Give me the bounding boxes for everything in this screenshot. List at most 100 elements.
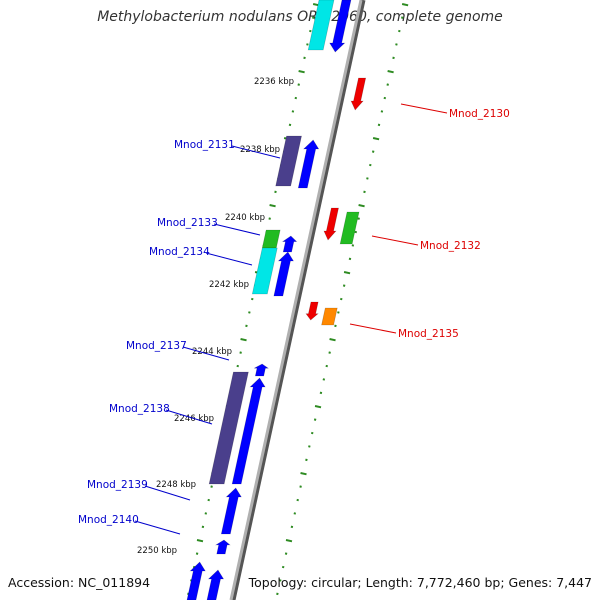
outer-tick [369, 163, 372, 167]
outer-tick [276, 592, 279, 596]
outer-tick [293, 512, 297, 515]
gene-label-mnod-2133[interactable]: Mnod_2133 [157, 217, 218, 229]
cds-feature-cyan-top [307, 0, 335, 51]
gene-features [186, 0, 367, 600]
outer-tick [329, 338, 336, 342]
cds-feature-mnod-2131-b [297, 139, 320, 189]
inner-tick [201, 525, 205, 529]
inner-tick [236, 364, 239, 368]
gene-label-mnod-2140[interactable]: Mnod_2140 [78, 514, 139, 526]
kbp-label-2236: 2236 kbp [254, 77, 294, 87]
outer-tick [371, 150, 375, 153]
topology-summary: Topology: circular; Length: 7,772,460 bp… [248, 575, 592, 590]
outer-tick [334, 324, 337, 328]
kbp-label-2240: 2240 kbp [225, 213, 265, 223]
outer-tick [296, 498, 299, 502]
gene-label-mnod-2135[interactable]: Mnod_2135 [398, 328, 459, 340]
inner-tick [309, 29, 312, 33]
outer-tick [340, 297, 343, 301]
cds-feature-mnod-2133-a [261, 229, 281, 249]
connector-mnod-2133 [213, 223, 261, 236]
outer-tick [284, 552, 288, 555]
inner-tick [207, 498, 210, 502]
connector-mnod-2140 [134, 520, 181, 535]
outer-tick [387, 70, 394, 74]
inner-tick [274, 190, 277, 194]
gene-label-mnod-2138[interactable]: Mnod_2138 [109, 403, 170, 415]
inner-tick [268, 217, 271, 220]
outer-tick [383, 96, 387, 100]
kbp-label-2244: 2244 kbp [192, 347, 232, 357]
inner-tick [269, 204, 276, 208]
outer-tick [401, 3, 409, 7]
outer-tick [372, 137, 380, 141]
outer-tick [300, 472, 307, 476]
outer-tick [392, 56, 395, 60]
connector-mnod-2130 [400, 103, 448, 114]
outer-tick [319, 391, 323, 395]
gene-label-mnod-2139[interactable]: Mnod_2139 [87, 479, 148, 491]
cds-feature-mnod-2139 [220, 487, 242, 535]
inner-tick [303, 56, 306, 60]
connector-mnod-2137 [182, 346, 230, 361]
connector-mnod-2134 [205, 252, 253, 266]
inner-tick [240, 338, 247, 342]
gene-label-mnod-2130[interactable]: Mnod_2130 [449, 108, 510, 120]
outer-tick [290, 525, 294, 529]
inner-tick [288, 123, 292, 127]
cds-feature-bottom-b [206, 569, 225, 600]
cds-feature-mnod-2132-a [323, 207, 339, 241]
outer-tick [279, 579, 282, 582]
gene-label-mnod-2137[interactable]: Mnod_2137 [126, 340, 187, 352]
outer-tick [357, 217, 360, 220]
outer-tick [325, 364, 328, 368]
outer-tick [281, 565, 285, 569]
map-title: Methylobacterium nodulans ORS 2060, comp… [97, 9, 503, 25]
inner-tick [311, 16, 315, 19]
outer-tick [322, 378, 326, 381]
cds-feature-bottom-a [186, 561, 206, 600]
connector-mnod-2132 [371, 235, 419, 246]
connector-mnod-2131 [231, 145, 281, 159]
gene-label-mnod-2131[interactable]: Mnod_2131 [174, 139, 235, 151]
cds-feature-mnod-2132-b [339, 211, 360, 245]
outer-tick [354, 230, 358, 234]
outer-tick [313, 418, 317, 421]
gene-label-mnod-2132[interactable]: Mnod_2132 [420, 240, 481, 252]
outer-tick [398, 29, 401, 33]
inner-tick [291, 110, 295, 113]
cds-feature-mnod-2135-a [305, 301, 319, 321]
connector-mnod-2138 [165, 409, 213, 425]
inner-tick [248, 311, 251, 314]
genome-backbone [229, 0, 363, 600]
outer-tick [299, 485, 302, 488]
gene-label-mnod-2134[interactable]: Mnod_2134 [149, 246, 210, 258]
outer-tick [310, 431, 314, 435]
outer-tick [308, 445, 311, 448]
outer-tick [377, 123, 381, 127]
outer-tick [305, 458, 308, 462]
kbp-label-2250: 2250 kbp [137, 546, 177, 556]
outer-tick [380, 110, 384, 113]
outer-tick [337, 311, 340, 314]
inner-tick [297, 83, 300, 86]
outer-tick [358, 204, 365, 208]
cds-feature-mnod-2138-b [231, 377, 266, 485]
cds-feature-mnod-2137 [254, 363, 270, 377]
inner-tick [245, 324, 248, 328]
outer-tick [348, 257, 352, 261]
kbp-label-2248: 2248 kbp [156, 480, 196, 490]
genome-backbone-shadow [230, 0, 366, 600]
outer-tick [351, 244, 355, 247]
inner-tick [210, 485, 213, 488]
inner-tick [195, 552, 199, 555]
cds-feature-mnod-2133-b [281, 235, 298, 253]
outer-tick [395, 43, 398, 46]
cds-feature-mnod-2138-a [208, 371, 249, 485]
outer-tick [366, 177, 369, 180]
outer-tick [285, 539, 293, 543]
outer-tick [386, 83, 389, 86]
inner-tick [294, 96, 298, 100]
cds-feature-mnod-2140 [214, 539, 231, 555]
accession-label: Accession: NC_011894 [8, 575, 151, 590]
